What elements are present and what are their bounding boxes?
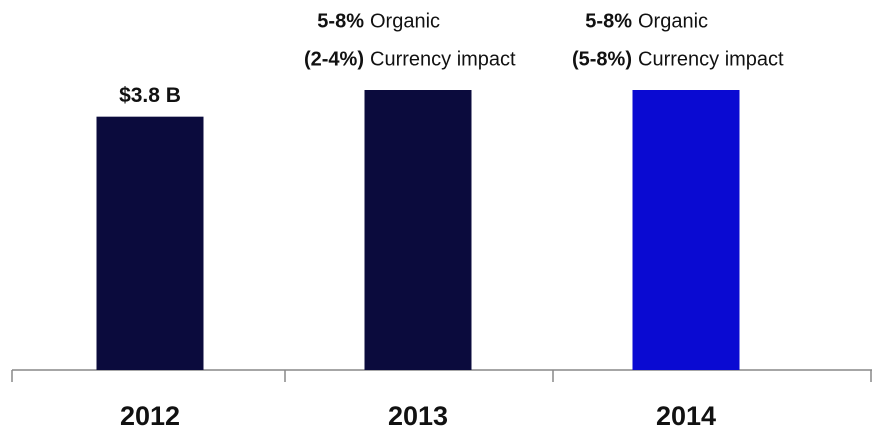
annotation-text: Organic	[638, 10, 708, 32]
annotation-bold: 5-8%	[317, 10, 364, 32]
annotation-bold: (2-4%)	[304, 48, 364, 70]
annotation-text: Currency impact	[638, 48, 784, 70]
annotation-text: Organic	[370, 10, 440, 32]
data-label: $3.8 B	[119, 84, 181, 107]
x-tick-label: 2014	[656, 401, 716, 431]
bar	[96, 116, 204, 371]
x-tick-label: 2012	[120, 401, 180, 431]
bar	[632, 90, 740, 370]
bar	[364, 90, 472, 370]
annotation-bold: (5-8%)	[572, 48, 632, 70]
annotation-text: Currency impact	[370, 48, 516, 70]
annotation-bold: 5-8%	[585, 10, 632, 32]
x-tick-label: 2013	[388, 401, 448, 431]
